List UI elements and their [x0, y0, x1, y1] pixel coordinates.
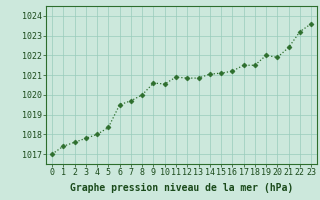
- X-axis label: Graphe pression niveau de la mer (hPa): Graphe pression niveau de la mer (hPa): [70, 183, 293, 193]
